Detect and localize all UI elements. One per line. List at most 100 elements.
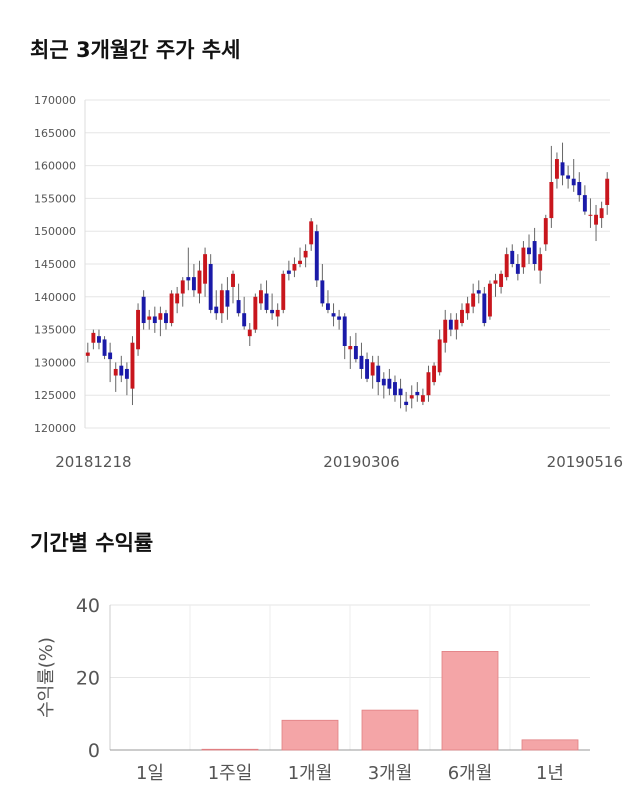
price-y-tick-label: 120000 bbox=[34, 422, 76, 435]
return-x-tick-label: 1주일 bbox=[208, 763, 253, 784]
candle-body bbox=[605, 178, 610, 205]
return-bar bbox=[281, 719, 339, 751]
candle-body bbox=[85, 352, 90, 356]
candle-body bbox=[197, 270, 202, 294]
candle-body bbox=[331, 313, 336, 317]
price-chart-title: 최근 3개월간 주가 추세 bbox=[30, 38, 241, 62]
candle-body bbox=[91, 332, 96, 343]
candle-body bbox=[532, 241, 537, 264]
candle-body bbox=[169, 293, 174, 324]
candle-body bbox=[476, 290, 481, 294]
candle-body bbox=[487, 283, 492, 317]
candle-body bbox=[102, 339, 107, 356]
candle-body bbox=[521, 247, 526, 268]
candle-body bbox=[554, 159, 559, 179]
candle-body bbox=[180, 280, 185, 294]
price-y-tick-label: 145000 bbox=[34, 258, 76, 271]
candle-body bbox=[571, 178, 576, 186]
return-x-tick-label: 1개월 bbox=[288, 763, 333, 784]
candle-body bbox=[124, 368, 129, 379]
candle-body bbox=[275, 309, 280, 317]
candle-body bbox=[566, 175, 571, 179]
candle-body bbox=[370, 362, 375, 376]
candle-body bbox=[588, 214, 593, 216]
return-chart-title: 기간별 수익률 bbox=[30, 531, 154, 555]
candle-body bbox=[549, 182, 554, 219]
candle-body bbox=[175, 293, 180, 304]
price-y-tick-label: 150000 bbox=[34, 225, 76, 238]
price-y-tick-label: 170000 bbox=[34, 94, 76, 107]
price-x-tick-label: 20190306 bbox=[323, 453, 399, 471]
candle-body bbox=[443, 319, 448, 343]
price-x-tick-label: 20181218 bbox=[55, 453, 131, 471]
candle-body bbox=[504, 254, 509, 278]
candle-body bbox=[409, 395, 414, 399]
candle-body bbox=[454, 319, 459, 330]
candle-body bbox=[342, 316, 347, 346]
return-x-tick-label: 1년 bbox=[536, 763, 564, 784]
candle-body bbox=[136, 309, 141, 350]
candle-body bbox=[527, 247, 531, 255]
candle-body bbox=[359, 355, 364, 369]
candle-body bbox=[119, 365, 124, 376]
candle-body bbox=[420, 395, 425, 402]
return-bar bbox=[201, 748, 259, 751]
return-y-axis-label: 수익률(%) bbox=[36, 637, 57, 718]
candle-body bbox=[415, 391, 420, 396]
candle-body bbox=[337, 316, 342, 320]
price-y-tick-label: 155000 bbox=[34, 192, 76, 205]
candle-body bbox=[348, 346, 353, 350]
candle-body bbox=[515, 264, 520, 274]
candle-body bbox=[113, 368, 118, 376]
candle-body bbox=[258, 290, 263, 304]
candle-body bbox=[286, 270, 291, 274]
candle-body bbox=[465, 303, 470, 314]
candle-body bbox=[219, 290, 224, 314]
candle-body bbox=[387, 378, 392, 389]
candle-body bbox=[499, 273, 504, 287]
candle-body bbox=[510, 250, 515, 264]
price-y-tick-label: 165000 bbox=[34, 127, 76, 140]
candle-body bbox=[152, 316, 157, 324]
candle-body bbox=[208, 264, 213, 310]
candle-body bbox=[214, 306, 219, 314]
candle-body bbox=[582, 195, 587, 212]
candle-body bbox=[191, 277, 196, 291]
candle-body bbox=[147, 316, 152, 320]
candle-body bbox=[130, 342, 135, 389]
candle-body bbox=[186, 277, 191, 281]
candle-body bbox=[325, 303, 330, 310]
candle-body bbox=[97, 336, 101, 343]
return-x-tick-label: 3개월 bbox=[368, 763, 413, 784]
price-y-tick-label: 160000 bbox=[34, 160, 76, 173]
candle-body bbox=[594, 214, 598, 225]
return-x-tick-label: 1일 bbox=[136, 763, 164, 784]
candle-body bbox=[393, 382, 397, 396]
candle-body bbox=[482, 293, 487, 324]
return-y-tick-label: 20 bbox=[76, 668, 100, 690]
candle-body bbox=[437, 339, 442, 373]
candle-body bbox=[292, 264, 297, 271]
price-y-tick-label: 125000 bbox=[34, 389, 76, 402]
candle-body bbox=[281, 273, 286, 310]
price-x-tick-label: 20190516 bbox=[547, 453, 623, 471]
price-y-tick-label: 135000 bbox=[34, 324, 76, 337]
candle-body bbox=[577, 182, 582, 196]
candle-body bbox=[203, 254, 208, 284]
candle-body bbox=[471, 293, 476, 307]
candle-body bbox=[353, 346, 358, 360]
candle-body bbox=[303, 250, 308, 258]
candle-body bbox=[460, 309, 464, 324]
candle-body bbox=[599, 208, 604, 219]
candle-body bbox=[242, 313, 247, 327]
candle-body bbox=[309, 221, 314, 245]
return-bar bbox=[361, 709, 419, 751]
candle-body bbox=[398, 388, 403, 396]
candle-body bbox=[270, 309, 275, 314]
candle-body bbox=[538, 254, 543, 271]
candle-body bbox=[432, 365, 437, 383]
candle-body bbox=[543, 218, 548, 245]
candle-body bbox=[365, 359, 370, 379]
return-y-tick-label: 40 bbox=[76, 595, 100, 617]
return-bar bbox=[521, 739, 579, 751]
